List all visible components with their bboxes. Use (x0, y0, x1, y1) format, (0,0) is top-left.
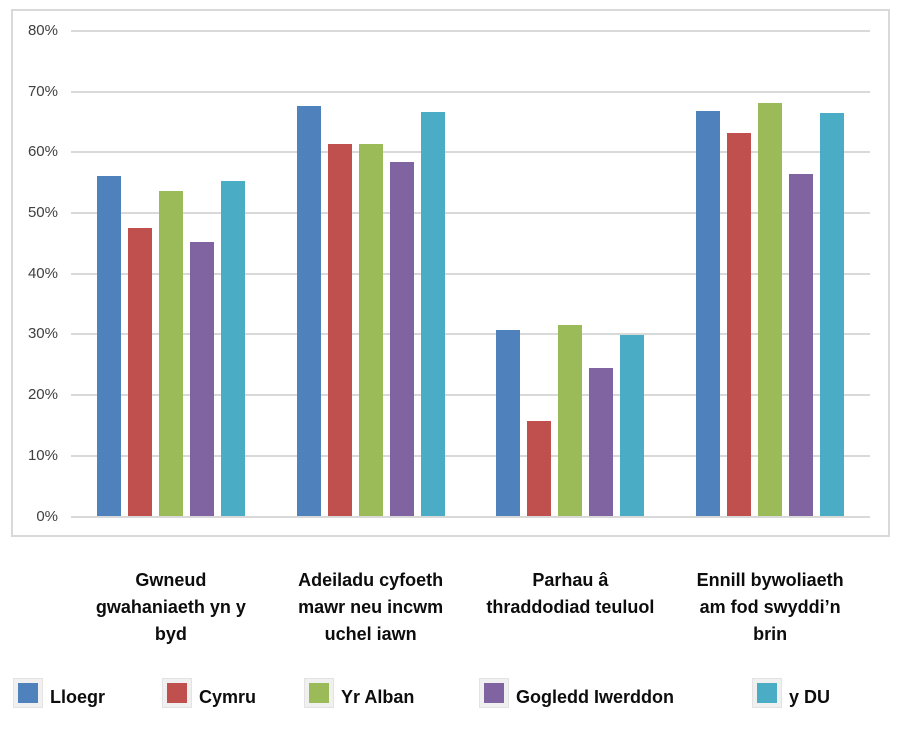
bar-gogledd-iwerddon (389, 162, 414, 517)
gridline (71, 515, 870, 518)
bar-gogledd-iwerddon (589, 367, 614, 517)
category-label: Adeiladu cyfoeth mawr neu incwm uchel ia… (298, 570, 444, 644)
legend-item-lloegr: Lloegr (13, 678, 105, 708)
legend-color-swatch (304, 678, 334, 708)
y-axis-tick-label: 70% (27, 82, 58, 100)
legend-label: Lloegr (50, 687, 106, 707)
legend-item-y-du: y DU (752, 678, 830, 708)
bar-gogledd-iwerddon (789, 174, 814, 517)
bar-yr-alban (558, 325, 583, 517)
legend-color-fill (484, 683, 504, 703)
bar-cymru (327, 144, 352, 517)
y-axis-tick-label: 20% (27, 386, 58, 404)
bar-y-du (620, 335, 645, 517)
bar-lloegr (96, 176, 121, 517)
y-axis-tick-label: 50% (27, 204, 58, 222)
legend-label: y DU (789, 687, 831, 707)
bar-cymru (127, 227, 152, 517)
legend-color-swatch (479, 678, 509, 708)
y-axis-tick-label: 60% (27, 143, 58, 161)
gridline (71, 394, 870, 397)
legend-color-fill (309, 683, 329, 703)
bar-yr-alban (758, 103, 783, 517)
bar-yr-alban (158, 190, 183, 517)
category-label: Parhau â thraddodiad teuluol (486, 570, 655, 617)
y-axis-tick-label: 10% (27, 446, 58, 464)
bar-y-du (820, 112, 845, 517)
bar-lloegr (496, 330, 521, 517)
legend-item-cymru: Cymru (162, 678, 256, 708)
gridline (71, 90, 870, 93)
y-axis-tick-label: 0% (36, 507, 58, 525)
bar-y-du (420, 111, 445, 517)
legend-item-yr-alban: Yr Alban (304, 678, 414, 708)
legend-color-swatch (752, 678, 782, 708)
bar-lloegr (696, 111, 721, 517)
gridline (71, 333, 870, 336)
gridline (71, 212, 870, 215)
legend-color-fill (167, 683, 187, 703)
gridline (71, 272, 870, 275)
legend-color-swatch (162, 678, 192, 708)
gridline (71, 30, 870, 32)
legend-item-gogledd-iwerddon: Gogledd Iwerddon (479, 678, 674, 708)
category-label: Gwneud gwahaniaeth yn y byd (95, 570, 246, 644)
legend-label: Yr Alban (341, 687, 415, 707)
legend-color-fill (18, 683, 38, 703)
gridline (71, 151, 870, 154)
bar-y-du (220, 180, 245, 517)
legend-label: Gogledd Iwerddon (516, 687, 674, 707)
y-axis-tick-label: 80% (27, 22, 58, 39)
y-axis-tick-label: 40% (27, 264, 58, 282)
category-label: Ennill bywoliaeth am fod swyddi’n brin (696, 570, 844, 644)
y-axis-tick-label: 30% (27, 325, 58, 343)
legend-label: Cymru (199, 687, 257, 707)
bar-cymru (527, 421, 552, 517)
plot-area: 0% 10% 20% 30% 40% 50% 60% 70% 80% (11, 9, 890, 537)
legend: Lloegr Cymru Yr Alban Gogledd Iwerddon y DU (0, 676, 917, 716)
bar-cymru (727, 132, 752, 517)
bar-gogledd-iwerddon (189, 242, 214, 517)
gridline (71, 454, 870, 457)
legend-color-swatch (13, 678, 43, 708)
bar-yr-alban (358, 144, 383, 517)
legend-color-fill (757, 683, 777, 703)
bar-lloegr (296, 105, 321, 517)
